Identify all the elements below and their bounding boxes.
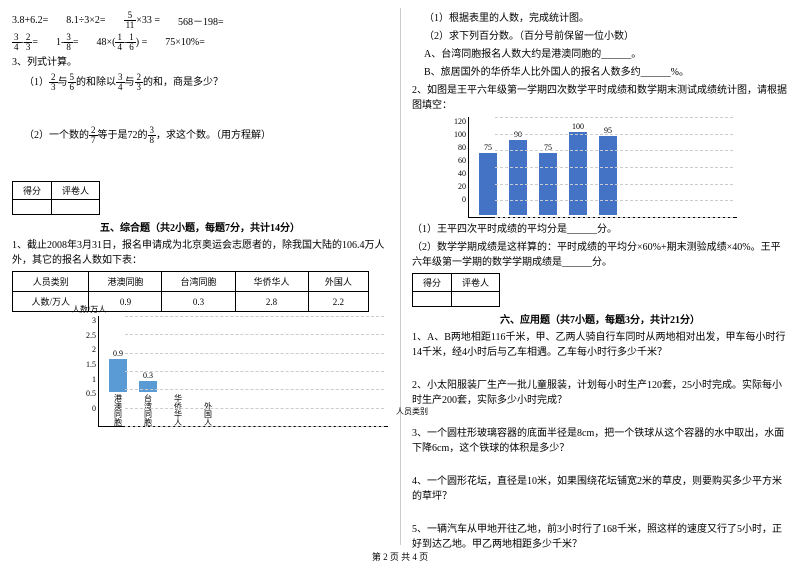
q3-title: 3、列式计算。 — [12, 55, 388, 70]
score-table: 得分评卷人 — [12, 181, 100, 215]
r-q2: 2、如图是王平六年级第一学期四次数学平时成绩和数学期末测试成绩统计图，请根据图填… — [412, 83, 788, 113]
eq-row-2: 34-23= 1-38= 48×(14-16) = 75×10%= — [12, 33, 388, 52]
r-q2-2: （2）数学学期成绩是这样算的：平时成绩的平均分×60%+期末测验成绩×40%。王… — [412, 240, 788, 270]
eq: 568－198= — [178, 13, 224, 28]
section-6-title: 六、应用题（共7小题，每题3分，共计21分） — [412, 311, 788, 326]
r-q1-1: （1）根据表里的人数，完成统计图。 — [424, 11, 788, 26]
left-column: 3.8+6.2= 8.1÷3×2= 511×33 = 568－198= 34-2… — [0, 0, 400, 565]
eq: 8.1÷3×2= — [66, 15, 105, 26]
page-footer: 第 2 页 共 4 页 — [0, 550, 800, 563]
score-table-2: 得分评卷人 — [412, 273, 500, 307]
eq: 1-38= — [56, 33, 78, 52]
app-q4: 4、一个圆形花坛，直径是10米，如果围绕花坛铺宽2米的草皮，则要购买多少平方米的… — [412, 474, 788, 504]
app-q3: 3、一个圆柱形玻璃容器的底面半径是8cm，把一个铁球从这个容器的水中取出，水面下… — [412, 426, 788, 456]
r-q1-b: B、旅居国外的华侨华人比外国人的报名人数多约______%。 — [424, 65, 788, 80]
eq: 48×(14-16) = — [96, 33, 147, 52]
bar-chart-1: 人数/万人 32.521.510.50 0.9港澳同胞0.3台湾同胞华侨华人外国… — [72, 316, 388, 427]
r-q1-a: A、台湾同胞报名人数大约是港澳同胞的______。 — [424, 47, 788, 62]
eq: 75×10%= — [165, 37, 205, 48]
data-table: 人员类别港澳同胞台湾同胞华侨华人外国人 人数/万人0.90.32.82.2 — [12, 271, 369, 312]
r-q2-1: （1）王平四次平时成绩的平均分是______分。 — [412, 222, 788, 237]
eq: 3.8+6.2= — [12, 15, 48, 26]
eq: 34-23= — [12, 33, 38, 52]
app-q5: 5、一辆汽车从甲地开往乙地，前3小时行了168千米，照这样的速度又行了5小时，正… — [412, 522, 788, 552]
eq: 511×33 = — [124, 11, 160, 30]
q3-2: （2）一个数的27等于是72的38，求这个数。（用方程解） — [24, 126, 388, 145]
q3-1: （1）23与56的和除以34与23的和，商是多少？ — [24, 73, 388, 92]
right-column: （1）根据表里的人数，完成统计图。 （2）求下列百分数。（百分号前保留一位小数）… — [400, 0, 800, 565]
q5-1: 1、截止2008年3月31日，报名申请成为北京奥运会志愿者的，除我国大陆的106… — [12, 238, 388, 268]
eq-row-1: 3.8+6.2= 8.1÷3×2= 511×33 = 568－198= — [12, 11, 388, 30]
app-q1: 1、A、B两地相距116千米，甲、乙两人骑自行车同时从两地相对出发，甲车每小时行… — [412, 330, 788, 360]
app-q2: 2、小太阳服装厂生产一批儿童服装，计划每小时生产120套，25小时完成。实际每小… — [412, 378, 788, 408]
bar-chart-2: 120100806040200 75907510095 — [442, 117, 788, 218]
r-q1-2: （2）求下列百分数。（百分号前保留一位小数） — [424, 29, 788, 44]
section-5-title: 五、综合题（共2小题，每题7分，共计14分） — [12, 219, 388, 234]
